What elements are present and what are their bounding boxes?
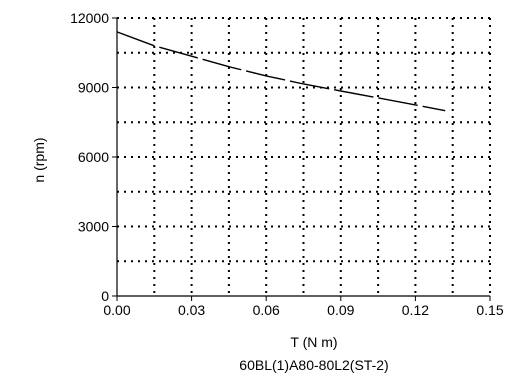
y-tick-label: 0 [101,288,109,304]
y-axis-label: n (rpm) [31,137,47,182]
y-tick-label: 3000 [78,219,109,235]
y-tick-labels: 0 3000 6000 9000 12000 [70,10,109,304]
x-tick-label: 0.06 [253,302,280,318]
y-tick-label: 9000 [78,80,109,96]
x-tick-label: 0.00 [103,302,130,318]
x-tick-label: 0.03 [178,302,205,318]
x-tick-labels: 0.00 0.03 0.06 0.09 0.12 0.15 [103,302,503,318]
chart-caption: 60BL(1)A80-80L2(ST-2) [239,357,388,373]
grid-lines [117,17,491,296]
x-axis-label: T (N m) [290,334,337,350]
y-tick-label: 6000 [78,149,109,165]
data-series [116,31,446,112]
y-tick-label: 12000 [70,10,109,26]
axes [112,17,491,301]
series-line [116,31,446,112]
x-tick-label: 0.09 [327,302,354,318]
x-tick-label: 0.15 [476,302,503,318]
x-tick-label: 0.12 [402,302,429,318]
